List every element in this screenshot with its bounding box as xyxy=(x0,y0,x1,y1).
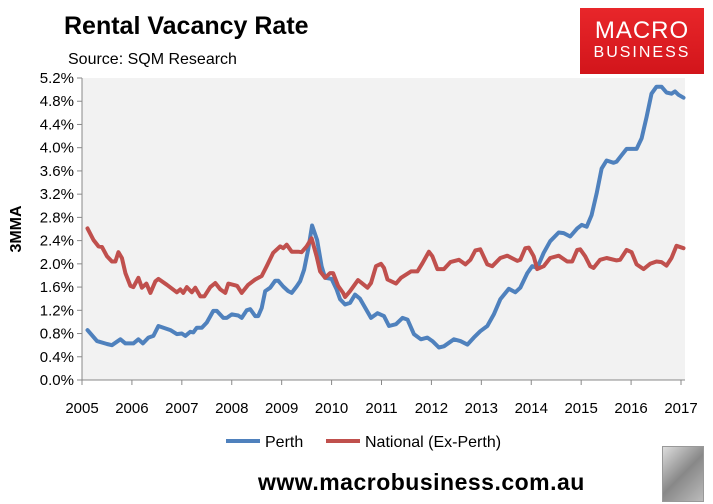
x-tick-label: 2015 xyxy=(564,400,597,417)
x-tick-label: 2013 xyxy=(465,400,498,417)
y-tick-label: 0.8% xyxy=(40,326,74,343)
chart-source: Source: SQM Research xyxy=(68,51,237,68)
x-tick-label: 2007 xyxy=(165,400,198,417)
plot-area xyxy=(82,78,685,380)
x-tick-label: 2012 xyxy=(415,400,448,417)
x-tick-label: 2009 xyxy=(265,400,298,417)
x-tick-label: 2010 xyxy=(315,400,348,417)
y-tick-label: 0.4% xyxy=(40,349,74,366)
footer-url[interactable]: www.macrobusiness.com.au xyxy=(258,469,585,495)
x-tick-label: 2014 xyxy=(515,400,548,417)
y-tick-label: 2.4% xyxy=(40,233,74,250)
y-tick-label: 2.8% xyxy=(40,209,74,226)
y-tick-label: 4.4% xyxy=(40,116,74,133)
y-tick-label: 1.6% xyxy=(40,279,74,296)
series-line-national xyxy=(85,226,686,299)
x-tick-label: 2017 xyxy=(664,400,697,417)
chart-title: Rental Vacancy Rate xyxy=(64,12,309,40)
y-tick-label: 3.6% xyxy=(40,163,74,180)
x-tick-label: 2016 xyxy=(614,400,647,417)
macrobusiness-logo: MACRO BUSINESS xyxy=(580,8,704,74)
y-tick-label: 1.2% xyxy=(40,302,74,319)
y-tick-label: 2.0% xyxy=(40,256,74,273)
legend-label-perth: Perth xyxy=(265,434,303,451)
series-line-perth xyxy=(85,84,686,350)
x-tick-label: 2011 xyxy=(365,400,397,417)
y-tick-label: 5.2% xyxy=(40,70,74,87)
x-tick-label: 2008 xyxy=(215,400,248,417)
y-tick-label: 3.2% xyxy=(40,186,74,203)
wolf-image xyxy=(662,446,704,502)
y-tick-label: 0.0% xyxy=(40,372,74,389)
y-axis-label: 3MMA xyxy=(8,205,25,253)
x-tick-label: 2005 xyxy=(65,400,98,417)
y-tick-label: 4.8% xyxy=(40,93,74,110)
logo-line1: MACRO xyxy=(594,17,690,44)
legend-label-national: National (Ex-Perth) xyxy=(365,434,501,451)
x-tick-label: 2006 xyxy=(115,400,148,417)
logo-line2: BUSINESS xyxy=(593,44,691,61)
y-tick-label: 4.0% xyxy=(40,140,74,157)
